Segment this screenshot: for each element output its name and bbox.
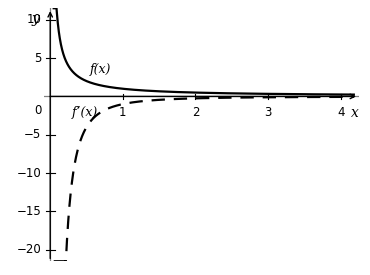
Text: y: y [31, 12, 39, 26]
Text: 1: 1 [119, 106, 127, 119]
Text: 3: 3 [265, 106, 272, 119]
Text: −15: −15 [17, 205, 41, 218]
Text: f(x): f(x) [90, 64, 111, 76]
Text: 5: 5 [34, 52, 41, 65]
Text: −20: −20 [17, 243, 41, 256]
Text: 10: 10 [27, 13, 41, 26]
Text: 0: 0 [34, 104, 41, 117]
Text: f’(x): f’(x) [72, 106, 98, 119]
Text: 4: 4 [337, 106, 344, 119]
Text: −10: −10 [17, 167, 41, 180]
Text: x: x [352, 106, 359, 120]
Text: −5: −5 [24, 128, 41, 141]
Text: 2: 2 [192, 106, 199, 119]
